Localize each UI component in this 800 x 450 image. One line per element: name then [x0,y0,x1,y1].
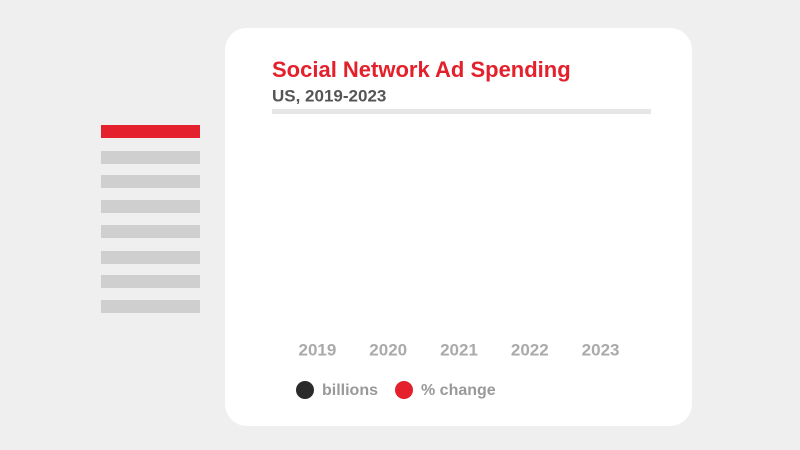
sidebar-item [101,151,200,164]
sidebar-item [101,225,200,238]
sidebar-item [101,275,200,288]
x-tick-label: 2023 [582,340,620,359]
sidebar-item [101,175,200,188]
legend-swatch [296,381,314,399]
card [225,28,692,426]
chart-title: Social Network Ad Spending [272,57,571,82]
chart-subtitle: US, 2019-2023 [272,86,386,105]
sidebar-item-active [101,125,200,138]
legend-swatch [395,381,413,399]
legend-label: % change [421,382,496,399]
sidebar-item [101,251,200,264]
legend-label: billions [322,382,378,399]
x-tick-label: 2021 [440,340,478,359]
x-tick-label: 2022 [511,340,549,359]
sidebar-item [101,300,200,313]
title-rule [272,109,651,114]
x-tick-label: 2019 [298,340,336,359]
sidebar-item [101,200,200,213]
sidebar [101,125,200,313]
x-tick-label: 2020 [369,340,407,359]
